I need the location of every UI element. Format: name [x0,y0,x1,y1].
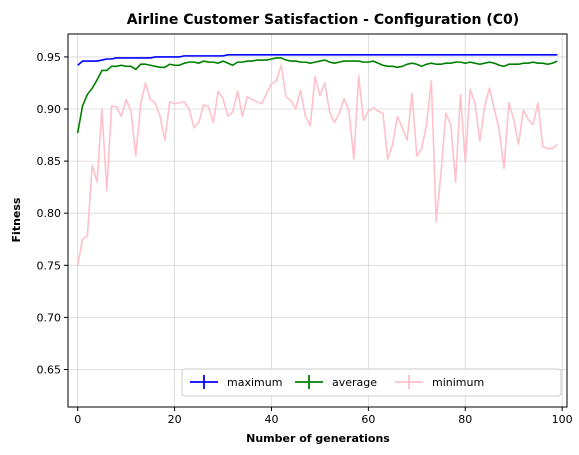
x-axis-ticks: 0 20 40 60 80 100 [74,407,573,426]
x-tick-label: 20 [168,413,182,426]
y-tick-label: 0.95 [37,51,62,64]
y-tick-label: 0.90 [37,103,62,116]
x-tick-label: 40 [264,413,278,426]
y-tick-label: 0.80 [37,207,62,220]
legend-box [181,368,562,397]
x-tick-label: 0 [74,413,81,426]
x-axis-label: Number of generations [246,432,390,445]
y-axis-ticks: 0.65 0.70 0.75 0.80 0.85 0.90 0.95 [37,51,68,376]
legend-label-average: average [332,376,377,389]
x-tick-label: 60 [361,413,375,426]
legend-label-minimum: minimum [432,376,484,389]
grid [68,34,567,407]
legend: maximum average minimum [181,368,562,397]
series-lines [76,54,558,266]
y-tick-label: 0.75 [37,259,62,272]
series-line-minimum [76,64,558,266]
chart-title: Airline Customer Satisfaction - Configur… [127,12,519,28]
y-axis-label: Fitness [10,197,23,242]
x-tick-label: 100 [552,413,573,426]
x-tick-label: 80 [458,413,472,426]
y-tick-label: 0.65 [37,363,62,376]
series-line-average [76,57,558,134]
legend-label-maximum: maximum [227,376,282,389]
series-line-maximum [77,54,558,66]
y-tick-label: 0.85 [37,155,62,168]
plot-frame [67,33,568,408]
y-tick-label: 0.70 [37,311,62,324]
